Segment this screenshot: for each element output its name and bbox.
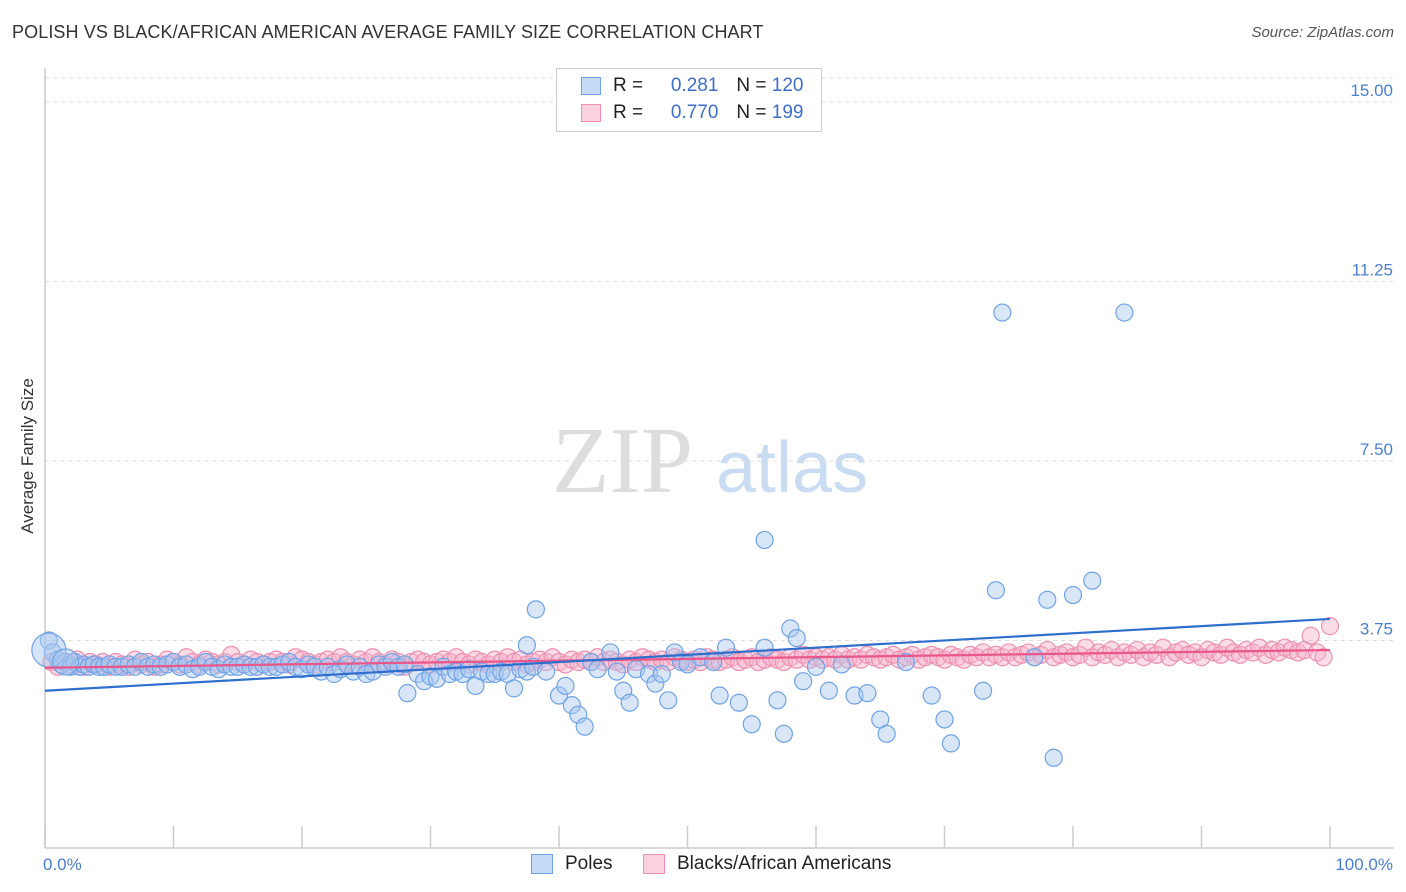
poles-point: [755, 530, 774, 550]
blacks-point: [1301, 626, 1320, 645]
y-tick-label: 11.25: [1352, 260, 1393, 279]
poles-point: [620, 693, 639, 712]
poles-point: [973, 681, 993, 700]
x-tick-label-min: 0.0%: [43, 855, 82, 874]
poles-point: [755, 638, 774, 657]
poles-point: [935, 710, 954, 729]
y-tick-label: 3.75: [1360, 619, 1393, 638]
x-tick-label-max: 100.0%: [1335, 855, 1393, 874]
poles-point: [398, 684, 417, 703]
poles-point: [896, 652, 916, 672]
poles-point-large: [51, 648, 80, 676]
poles-point: [941, 734, 961, 753]
legend-poles-label: Poles: [565, 853, 613, 874]
stats-legend-row-poles: R = 0.281 N = 120: [581, 74, 803, 98]
blacks-swatch: [581, 104, 601, 122]
poles-point: [832, 655, 851, 674]
poles-point: [588, 660, 607, 679]
poles-point: [537, 662, 556, 681]
poles-point: [922, 686, 941, 705]
poles-point: [504, 679, 524, 698]
blacks-r-label: R =: [613, 102, 644, 123]
poles-point: [877, 724, 896, 743]
legend-blacks-label: Blacks/African Americans: [677, 853, 892, 874]
poles-point: [710, 686, 729, 705]
poles-point: [575, 717, 594, 736]
grid: [45, 77, 1394, 641]
blacks-point: [1320, 617, 1340, 636]
axes: [44, 68, 1394, 849]
poles-point: [395, 655, 414, 674]
stats-legend: R = 0.281 N = 120 R = 0.770 N = 199: [556, 68, 822, 132]
poles-point: [517, 636, 536, 655]
poles-point: [1038, 590, 1057, 609]
poles-point: [1044, 748, 1063, 767]
watermark-atlas: atlas: [716, 428, 868, 508]
legend-item-poles[interactable]: Poles: [531, 852, 613, 876]
y-tick-label: 7.50: [1360, 440, 1393, 459]
blacks-trend-line: [44, 648, 1331, 669]
poles-point: [556, 676, 575, 696]
source-label: Source: ZipAtlas.com: [1251, 24, 1394, 41]
poles-point: [806, 657, 826, 676]
series-poles-points: [31, 303, 1134, 767]
poles-point: [986, 581, 1006, 600]
poles-point: [819, 681, 838, 700]
poles-point: [704, 652, 723, 672]
poles-trend-line: [44, 617, 1331, 692]
chart-title: POLISH VS BLACK/AFRICAN AMERICAN AVERAGE…: [12, 22, 764, 42]
poles-point: [639, 664, 659, 684]
poles-point: [659, 691, 678, 710]
poles-point: [582, 652, 601, 672]
blacks-n-label: N =: [736, 102, 767, 123]
legend-blacks-swatch: [643, 854, 665, 874]
poles-point: [781, 619, 800, 638]
blacks-r-value: 0.770: [670, 102, 719, 123]
y-tick-label: 15.00: [1350, 81, 1393, 100]
poles-point: [1115, 303, 1134, 322]
poles-point: [993, 303, 1012, 322]
legend-poles-swatch: [531, 854, 553, 874]
poles-point: [1063, 585, 1083, 605]
legend-item-blacks[interactable]: Blacks/African Americans: [643, 852, 891, 876]
poles-point: [858, 684, 877, 703]
poles-swatch: [581, 77, 601, 95]
blacks-n-value: 199: [771, 102, 804, 123]
axis-labels: 3.75 7.50 11.25 15.00 0.0% 100.0%: [43, 81, 1393, 874]
poles-point: [742, 715, 761, 734]
poles-point: [729, 693, 749, 712]
poles-n-label: N =: [736, 75, 767, 96]
blacks-point: [1314, 648, 1333, 667]
poles-point: [652, 664, 671, 684]
poles-point: [787, 628, 806, 648]
poles-point: [646, 674, 665, 693]
poles-r-value: 0.281: [670, 75, 719, 96]
poles-point: [549, 686, 569, 705]
stats-legend-row-blacks: R = 0.770 N = 199: [581, 101, 803, 125]
poles-point: [1025, 648, 1044, 667]
poles-n-value: 120: [771, 75, 804, 96]
trend-lines: [44, 617, 1331, 692]
poles-point: [562, 696, 581, 715]
poles-point: [774, 724, 793, 743]
poles-point: [794, 672, 813, 691]
poles-point: [526, 600, 545, 619]
poles-point: [1083, 571, 1102, 590]
poles-point: [607, 662, 626, 681]
poles-r-label: R =: [613, 75, 644, 96]
poles-point: [768, 691, 787, 710]
